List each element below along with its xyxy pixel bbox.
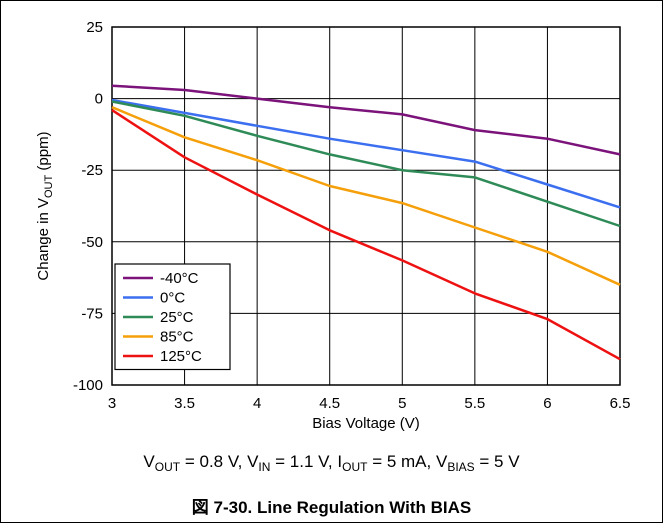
x-tick-label: 6.5 [610, 395, 631, 412]
series-line [111, 98, 621, 209]
y-tick-label: -50 [81, 234, 103, 251]
test-conditions: VOUT = 0.8 V, VIN = 1.1 V, IOUT = 5 mA, … [0, 452, 663, 474]
series-line [111, 109, 621, 361]
x-tick-label: 4.5 [319, 395, 340, 412]
y-axis-label: Change in VOUT (ppm) [35, 131, 55, 280]
series-line [111, 106, 621, 286]
legend-label: -40°C [160, 270, 199, 287]
plot-area-border [111, 26, 621, 386]
legend-label: 25°C [160, 309, 194, 326]
condition-vin: VIN = 1.1 V, [247, 452, 338, 474]
legend-label: 125°C [160, 348, 202, 365]
series-line [111, 100, 621, 228]
condition-vbias: VBIAS = 5 V [435, 452, 520, 474]
x-axis-label: Bias Voltage (V) [312, 415, 420, 432]
y-tick-label: -25 [81, 162, 103, 179]
y-tick-label: -75 [81, 305, 103, 322]
legend-label: 85°C [160, 329, 194, 346]
x-tick-label: 5.5 [464, 395, 485, 412]
series-line [111, 84, 621, 156]
x-tick-label: 3 [108, 395, 116, 412]
x-tick-label: 6 [543, 395, 551, 412]
legend-label: 0°C [160, 290, 185, 307]
y-tick-label: -100 [73, 377, 103, 394]
x-tick-label: 5 [398, 395, 406, 412]
line-chart: 3 3.5 4 4.5 5 5.5 6 6.5 25 0 -25 -50 -75 -100 Bias Vol… [35, 19, 631, 432]
y-tick-label: 25 [86, 19, 103, 36]
condition-vout: VOUT = 0.8 V, [143, 452, 248, 474]
condition-iout: IOUT = 5 mA, [337, 452, 436, 474]
y-tick-label: 0 [95, 91, 103, 108]
x-tick-label: 3.5 [174, 395, 195, 412]
figure-title: 図 7-30. Line Regulation With BIAS [191, 498, 472, 517]
x-tick-label: 4 [253, 395, 261, 412]
